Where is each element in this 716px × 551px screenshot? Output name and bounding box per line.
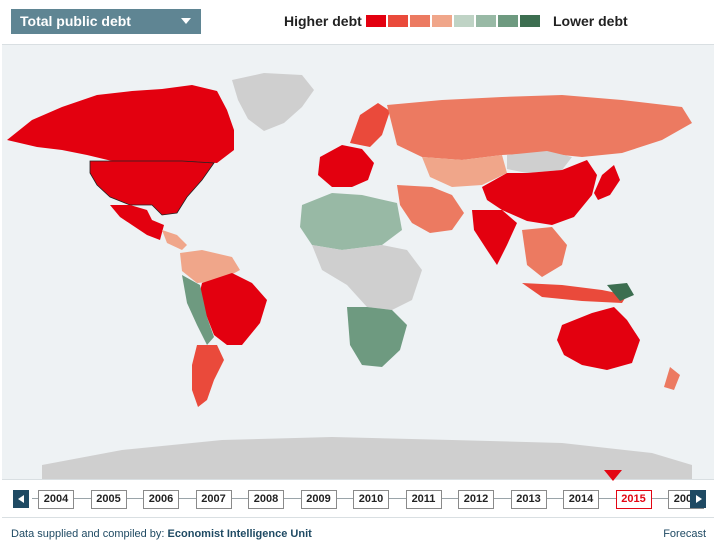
year-timeline: 2004 2005 2006 2007 2008 2009 2010 2011 2012 2013…: [11, 488, 707, 510]
region-brazil[interactable]: [198, 273, 267, 345]
region-usa[interactable]: [89, 160, 215, 216]
legend-low-label: Lower debt: [553, 13, 628, 29]
year-button-2005[interactable]: 2005: [90, 490, 127, 509]
legend-swatch-7: [498, 15, 518, 27]
year-button-2010[interactable]: 2010: [353, 490, 389, 509]
region-japan[interactable]: [594, 165, 620, 200]
region-new-zealand[interactable]: [664, 367, 680, 390]
legend-high-label: Higher debt: [284, 13, 362, 29]
legend-swatch-6: [476, 15, 496, 27]
region-argentina[interactable]: [192, 345, 224, 407]
year-button-2011[interactable]: 2011: [405, 490, 442, 509]
legend-swatch-1: [366, 15, 386, 27]
year-button-2013[interactable]: 2013: [510, 490, 547, 509]
region-papua[interactable]: [607, 283, 634, 301]
year-button-2004[interactable]: 2004: [38, 490, 74, 509]
region-western-europe[interactable]: [318, 145, 374, 187]
region-central-asia[interactable]: [422, 155, 507, 187]
region-scandinavia[interactable]: [350, 103, 390, 147]
next-year-button[interactable]: [690, 490, 706, 508]
footer-divider: [2, 517, 714, 518]
legend-swatch-4: [432, 15, 452, 27]
region-central-africa[interactable]: [312, 245, 422, 310]
indicator-dropdown-label: Total public debt: [20, 13, 131, 29]
region-antarctica[interactable]: [42, 437, 692, 479]
region-mexico[interactable]: [110, 205, 164, 240]
legend-swatch-2: [388, 15, 408, 27]
legend-swatch-3: [410, 15, 430, 27]
region-southeast-asia[interactable]: [522, 227, 567, 277]
credit-source: Economist Intelligence Unit: [167, 528, 312, 540]
region-north-africa[interactable]: [300, 193, 402, 250]
region-greenland[interactable]: [232, 73, 314, 131]
forecast-link[interactable]: Forecast: [663, 528, 706, 540]
region-southern-africa[interactable]: [347, 307, 407, 367]
world-map-svg: [7, 73, 692, 479]
region-central-america[interactable]: [162, 230, 187, 250]
year-button-2006[interactable]: 2006: [143, 490, 179, 509]
year-button-2014[interactable]: 2014: [563, 490, 599, 509]
year-button-2008[interactable]: 2008: [248, 490, 284, 509]
region-indonesia[interactable]: [522, 283, 627, 303]
selected-year-marker: [604, 470, 622, 481]
region-andes[interactable]: [182, 275, 214, 345]
legend-color-scale: [366, 15, 542, 27]
previous-year-button[interactable]: [13, 490, 29, 508]
indicator-dropdown[interactable]: Total public debt: [11, 9, 201, 34]
region-canada[interactable]: [7, 85, 234, 163]
region-mongolia[interactable]: [507, 151, 572, 173]
region-australia[interactable]: [557, 307, 640, 370]
world-map[interactable]: [2, 44, 714, 480]
year-button-2012[interactable]: 2012: [458, 490, 494, 509]
year-button-2009[interactable]: 2009: [300, 490, 337, 509]
chevron-down-icon: [181, 18, 191, 24]
year-button-2015[interactable]: 2015: [615, 490, 652, 509]
legend-swatch-8: [520, 15, 540, 27]
credit-prefix: Data supplied and compiled by:: [11, 528, 168, 540]
region-india[interactable]: [472, 210, 517, 265]
year-list: 2004 2005 2006 2007 2008 2009 2010 2011 2012 2013…: [38, 490, 716, 509]
region-china[interactable]: [482, 160, 597, 225]
region-russia[interactable]: [387, 95, 692, 160]
region-middle-east[interactable]: [397, 185, 464, 233]
year-button-2007[interactable]: 2007: [195, 490, 232, 509]
source-credit: Data supplied and compiled by: Economist…: [11, 528, 312, 540]
legend-swatch-5: [454, 15, 474, 27]
region-northern-south-america[interactable]: [180, 250, 240, 283]
